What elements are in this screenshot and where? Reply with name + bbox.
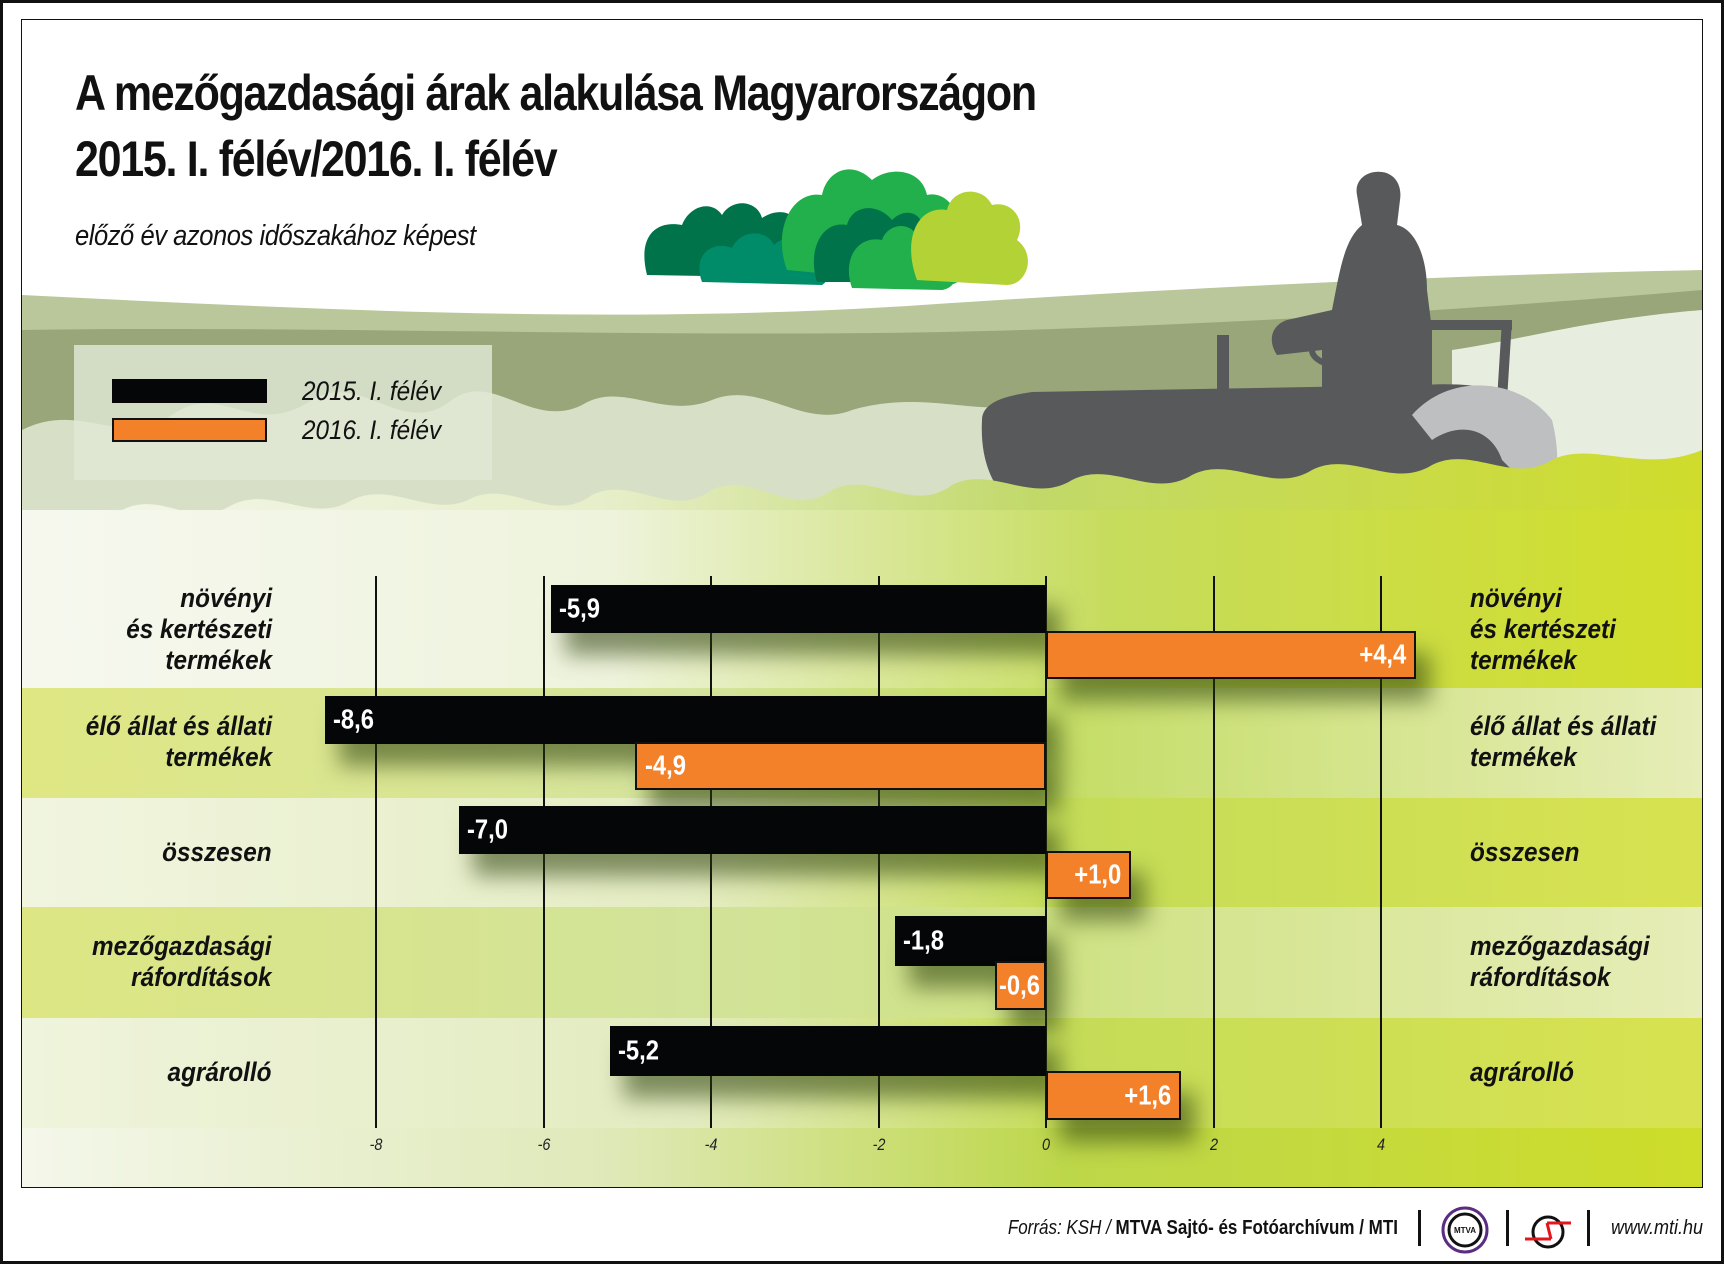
bar-2016-novenyi[interactable]: +4,4 [1046,631,1416,679]
title-line-1: A mezőgazdasági árak alakulása Magyarors… [75,65,1037,121]
legend-item-2016: 2016. I. félév [112,414,457,445]
bar-2015-elo-allat[interactable]: -8,6 [325,696,1046,744]
legend-item-2015: 2015. I. félév [112,375,457,406]
chart-title: A mezőgazdasági árak alakulása Magyarors… [75,60,1037,192]
row-band-4 [22,907,1702,1018]
bar-2015-raforditasok[interactable]: -1,8 [895,916,1046,966]
bar-value-label: +1,6 [1124,1078,1171,1110]
bar-2015-novenyi[interactable]: -5,9 [551,585,1046,633]
bar-value-label: -0,6 [999,968,1041,1000]
bar-value-label: +1,0 [1074,858,1121,890]
bar-value-label: -1,8 [903,924,945,956]
title-line-2: 2015. I. félév/2016. I. félév [75,131,558,187]
source-credit: Forrás: KSH / MTVA Sajtó- és Fotóarchívu… [1008,1217,1398,1240]
legend-swatch-black [112,379,267,403]
x-tick-label: -6 [537,1135,551,1154]
x-tick-label: -8 [369,1135,383,1154]
gridline-2 [1213,576,1215,1128]
x-tick-label: -4 [704,1135,718,1154]
category-label-left-novenyi: növényi és kertészeti termékek [126,583,272,675]
bar-2016-raforditasok[interactable]: -0,6 [995,961,1046,1010]
bar-2016-elo-allat[interactable]: -4,9 [635,742,1046,790]
legend: 2015. I. félév 2016. I. félév [74,345,492,480]
separator [1587,1210,1590,1246]
legend-label: 2016. I. félév [302,414,442,445]
x-tick-label: 0 [1041,1135,1051,1154]
category-label-right-novenyi: növényi és kertészeti termékek [1470,583,1616,675]
legend-swatch-orange [112,418,267,442]
bar-value-label: -7,0 [467,813,509,845]
bar-2016-agrarollo[interactable]: +1,6 [1046,1071,1181,1120]
category-label-right-raforditasok: mezőgazdasági ráfordítások [1470,931,1650,992]
gridline-4 [1380,576,1382,1128]
bar-value-label: -5,9 [559,592,601,624]
category-label-left-agrarollo: agrárolló [168,1057,272,1087]
category-label-left-osszesen: összesen [162,837,272,867]
bar-value-label: +4,4 [1359,638,1406,670]
trees-icon [644,169,1028,290]
infographic-frame: A mezőgazdasági árak alakulása Magyarors… [21,19,1703,1188]
bar-2015-agrarollo[interactable]: -5,2 [610,1026,1046,1076]
category-label-right-elo-allat: élő állat és állati termékek [1470,711,1657,772]
legend-label: 2015. I. félév [302,375,442,406]
x-tick-label: 4 [1376,1135,1386,1154]
footer: Forrás: KSH / MTVA Sajtó- és Fotóarchívu… [0,1200,1724,1260]
source-agency: MTVA Sajtó- és Fotóarchívum / MTI [1115,1217,1398,1239]
bar-value-label: -5,2 [618,1034,660,1066]
source-prefix: Forrás: KSH / [1007,1217,1111,1239]
bar-2016-osszesen[interactable]: +1,0 [1046,851,1131,899]
mti-logo-icon [1525,1215,1571,1249]
gridline-neg8 [375,576,377,1128]
bar-value-label: -4,9 [645,749,687,781]
category-label-right-agrarollo: agrárolló [1470,1057,1574,1087]
x-tick-label: -2 [872,1135,886,1154]
bar-value-label: -8,6 [333,703,375,735]
x-tick-label: 2 [1209,1135,1219,1154]
separator [1418,1210,1421,1246]
mtva-logo-icon: MTVA [1441,1206,1489,1254]
chart-subtitle: előző év azonos időszakához képest [75,220,476,252]
category-label-left-raforditasok: mezőgazdasági ráfordítások [92,931,272,992]
website-link[interactable]: www.mti.hu [1611,1217,1704,1239]
bar-2015-osszesen[interactable]: -7,0 [459,806,1046,854]
svg-text:MTVA: MTVA [1454,1226,1476,1235]
category-label-left-elo-allat: élő állat és állati termékek [85,711,272,772]
category-label-right-osszesen: összesen [1470,837,1580,867]
separator [1506,1210,1509,1246]
axis-strip [22,1128,1702,1187]
